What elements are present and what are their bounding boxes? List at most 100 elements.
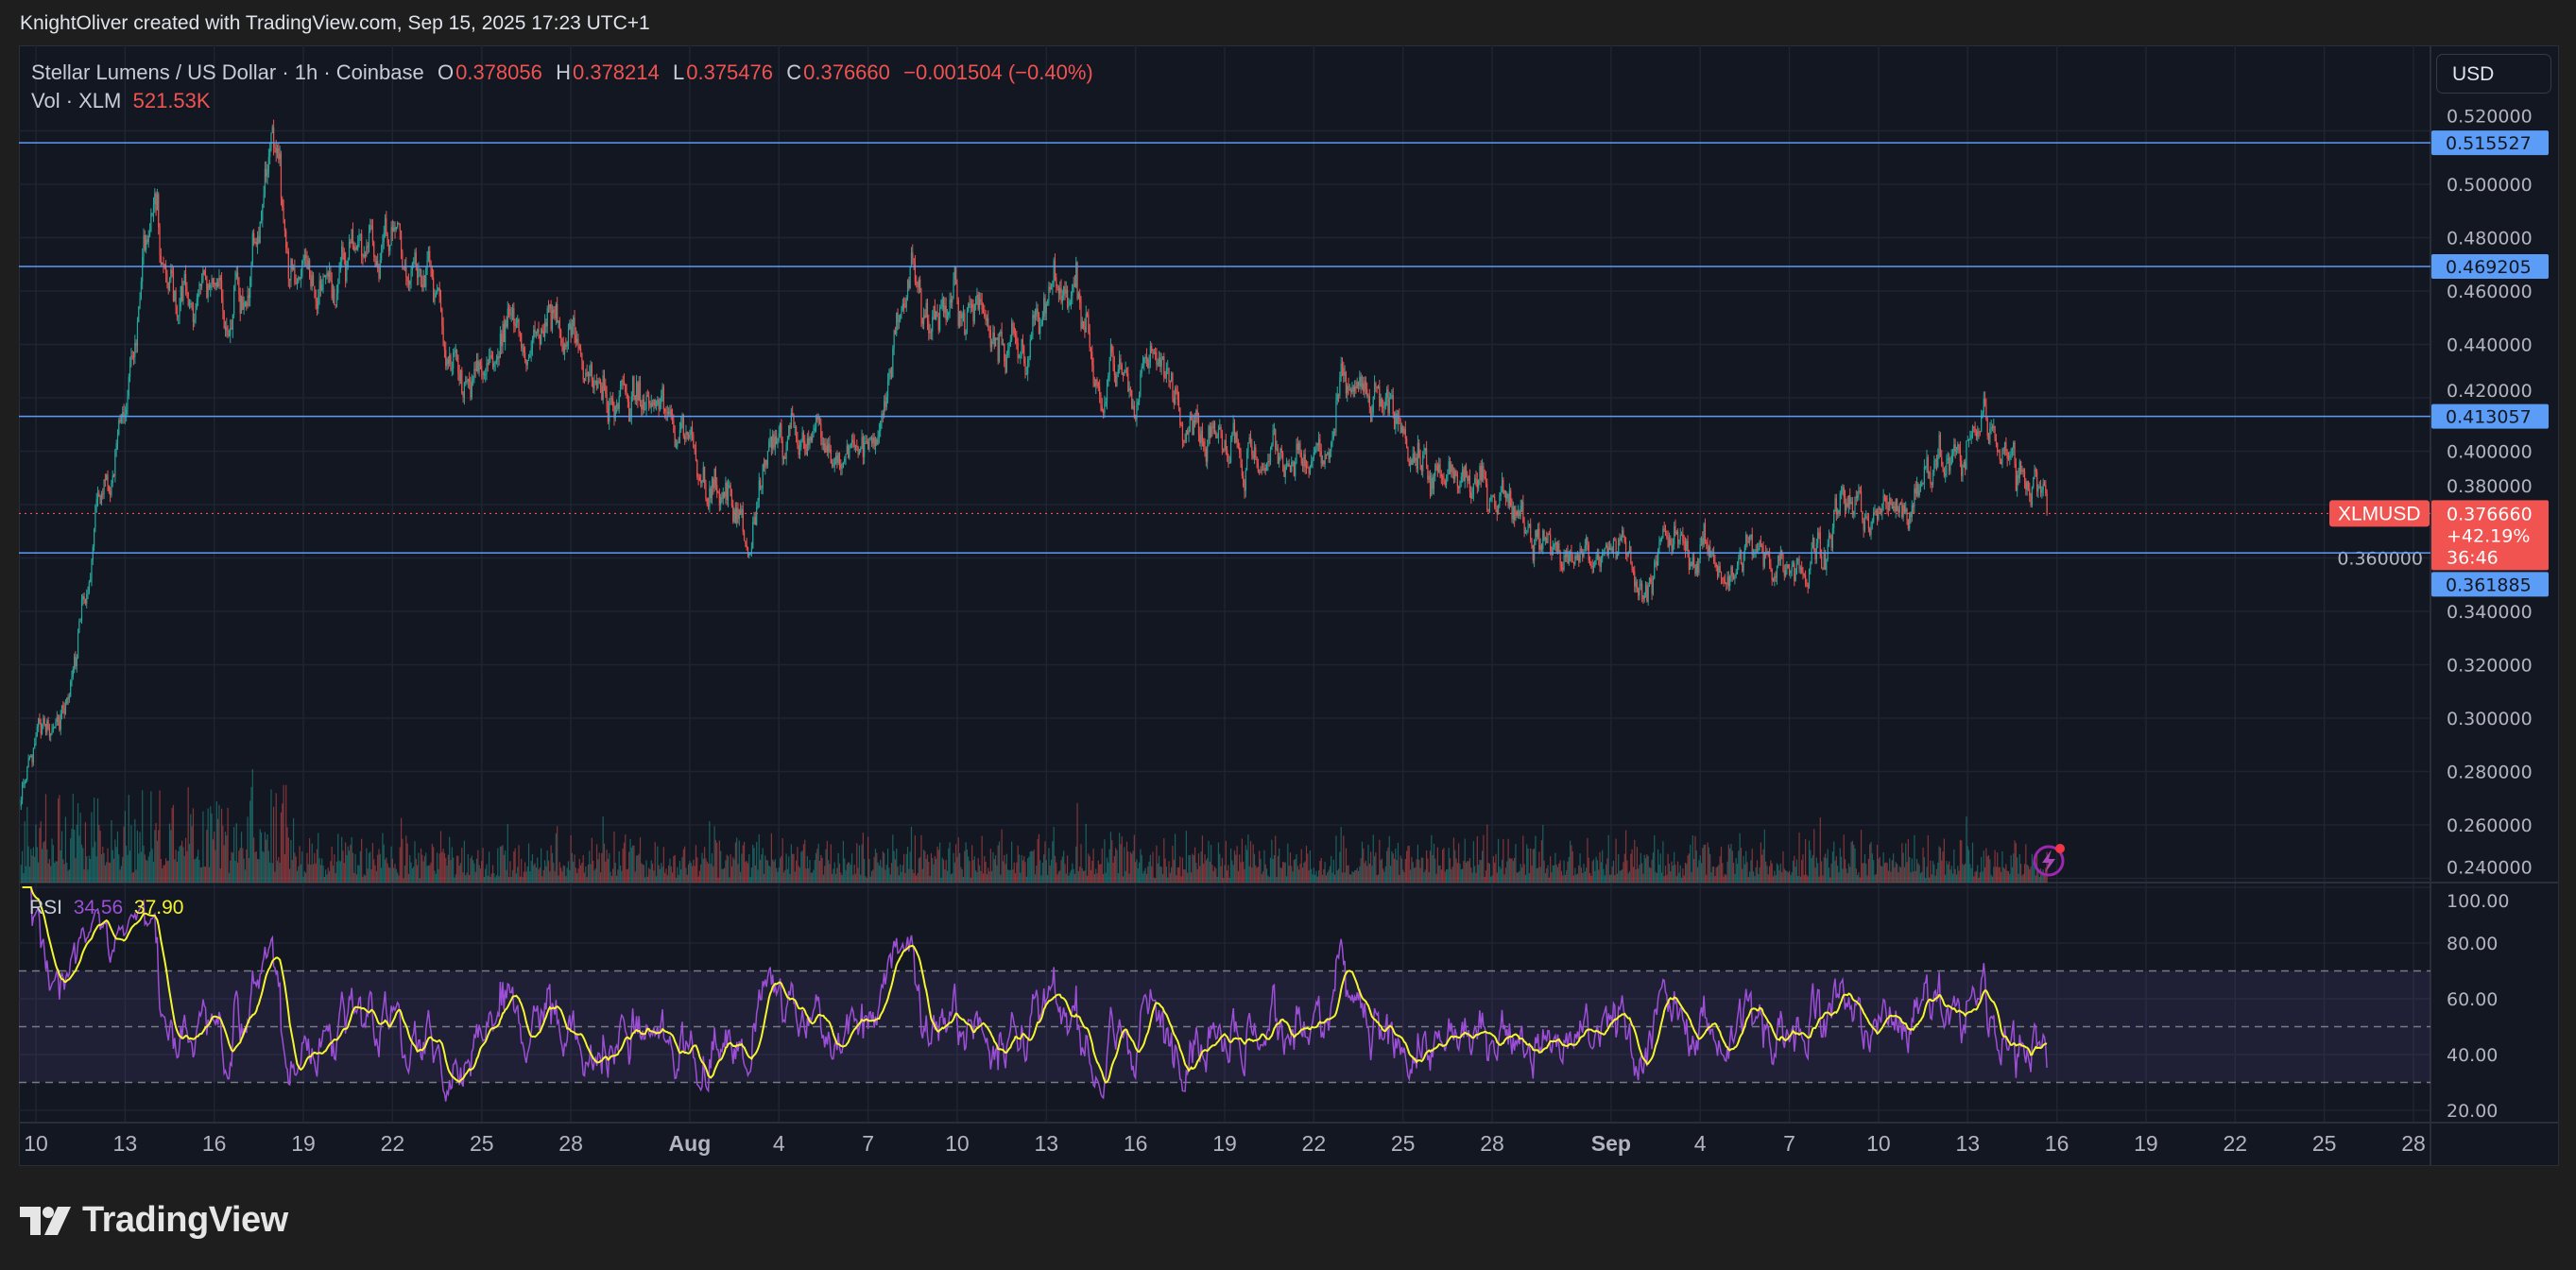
candle-body: [54, 726, 56, 729]
candle-body: [1485, 477, 1487, 485]
candle-body: [391, 227, 393, 232]
volume-bar: [1377, 874, 1380, 883]
candle-body: [100, 493, 103, 505]
volume-bar: [1287, 843, 1289, 883]
candle-body: [1898, 503, 1900, 513]
candle-body: [1850, 502, 1852, 505]
volume-bar: [560, 867, 562, 883]
volume-bar: [1806, 874, 1808, 883]
candle-body: [1719, 566, 1721, 573]
candle-body: [602, 375, 604, 401]
candle-body: [625, 385, 627, 393]
volume-bar: [1945, 874, 1947, 883]
candle-body: [1047, 300, 1049, 304]
volume-bar: [1517, 872, 1520, 883]
volume-bar: [1946, 861, 1948, 883]
volume-bar: [481, 860, 483, 883]
chart-panel[interactable]: [19, 45, 2559, 1166]
volume-bar: [1431, 834, 1433, 883]
volume-bar: [1600, 862, 1602, 883]
volume-bar: [1063, 850, 1065, 883]
volume-bar: [570, 835, 572, 883]
volume-bar: [50, 866, 52, 883]
volume-bar: [60, 831, 63, 883]
candle-body: [1787, 564, 1789, 568]
volume-bar: [446, 865, 448, 883]
candle-body: [1209, 425, 1211, 438]
candle-body: [479, 361, 482, 367]
candle-body: [1519, 510, 1520, 517]
volume-bar: [566, 867, 568, 883]
candle-body: [206, 276, 208, 298]
volume-bar: [1602, 850, 1604, 883]
volume-bar: [1563, 860, 1565, 883]
volume-bar: [379, 853, 381, 883]
volume-bar: [1272, 858, 1274, 883]
candle-body: [179, 306, 180, 316]
volume-bar: [1693, 859, 1695, 883]
rsi-axis-label: 20.00: [2447, 1101, 2498, 1122]
volume-bar: [814, 860, 816, 883]
volume-bar: [318, 858, 320, 883]
volume-bar: [451, 847, 453, 883]
candle-body: [1511, 506, 1513, 520]
volume-bar: [1698, 860, 1700, 883]
volume-bar: [1970, 867, 1972, 883]
candle-body: [384, 218, 386, 232]
candle-body: [723, 491, 726, 497]
volume-bar: [1485, 870, 1487, 883]
candle-body: [262, 203, 264, 221]
candle-body: [1077, 293, 1079, 300]
volume-bar: [1794, 855, 1795, 883]
candle-body: [1574, 556, 1576, 564]
volume-bar: [1448, 848, 1450, 883]
candle-body: [441, 308, 443, 326]
volume-bar: [381, 867, 383, 883]
candle-body: [1792, 563, 1795, 567]
volume-bar: [1543, 860, 1545, 883]
candle-body: [337, 283, 339, 294]
candle-body: [1922, 482, 1924, 484]
volume-bar: [1547, 865, 1549, 883]
price-axis-label: 0.260000: [2447, 815, 2533, 836]
volume-bar: [1807, 876, 1809, 883]
volume-bar: [31, 855, 33, 883]
volume-bar: [674, 854, 676, 883]
candle-body: [778, 433, 780, 440]
candle-body: [874, 438, 877, 447]
candle-body: [1252, 455, 1254, 458]
candle-body: [661, 386, 663, 396]
volume-bar: [590, 864, 592, 883]
candle-body: [1624, 541, 1627, 556]
candle-body: [1894, 506, 1896, 512]
volume-bar: [326, 874, 328, 883]
candle-body: [1323, 460, 1325, 465]
candle-body: [1135, 417, 1137, 420]
volume-bar: [756, 841, 758, 883]
candle-body: [837, 453, 839, 463]
volume-bar: [1018, 854, 1021, 883]
volume-bar: [856, 843, 858, 883]
candle-body: [1678, 540, 1680, 544]
volume-bar: [415, 858, 417, 883]
volume-bar: [1926, 867, 1928, 883]
candle-body: [1985, 404, 1987, 420]
candle-body: [1834, 498, 1836, 510]
candle-body: [311, 275, 313, 287]
candle-body: [1157, 363, 1159, 365]
candle-body: [1594, 559, 1596, 566]
volume-bar: [1803, 874, 1805, 883]
volume-bar: [1119, 832, 1121, 883]
candle-body: [1555, 542, 1557, 553]
candle-body: [1347, 386, 1348, 394]
candle-body: [1315, 443, 1317, 450]
volume-bar: [1365, 860, 1366, 883]
candle-body: [290, 259, 292, 281]
candle-body: [399, 223, 401, 232]
candle-body: [249, 277, 251, 299]
volume-bar: [152, 862, 155, 883]
volume-bar: [1229, 848, 1232, 883]
volume-bar: [1309, 850, 1312, 883]
volume-bar: [1122, 876, 1125, 883]
